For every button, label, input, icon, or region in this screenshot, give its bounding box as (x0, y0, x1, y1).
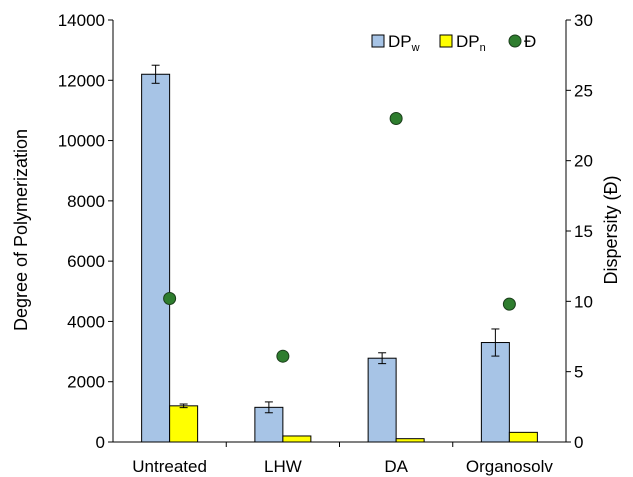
bar-DPw (480, 342, 510, 443)
legend-label-DPn: DPn (456, 32, 486, 54)
y-axis-title: Degree of Polymerization (11, 129, 31, 331)
bar-DPw (367, 357, 397, 443)
y-tick-label: 8000 (67, 192, 105, 211)
y2-axis-title: Dispersity (Đ) (601, 175, 621, 284)
y2-tick-label: 10 (574, 292, 593, 311)
legend-swatch-DPn (439, 34, 453, 48)
y-tick-label: 4000 (67, 312, 105, 331)
bar-DPn (169, 405, 199, 443)
point-dispersity (163, 292, 177, 306)
point-dispersity (389, 111, 403, 125)
bar-DPn (508, 431, 538, 443)
bar-DPn (282, 435, 312, 443)
point-dispersity (502, 297, 516, 311)
bar-DPw (141, 73, 171, 443)
x-tick-label: DA (384, 457, 408, 476)
y2-tick-label: 5 (574, 363, 583, 382)
legend: DPw DPn Đ (371, 32, 536, 54)
y-tick-label: 10000 (58, 132, 105, 151)
y-tick-label: 14000 (58, 11, 105, 30)
y2-tick-label: 30 (574, 11, 593, 30)
y-tick-label: 6000 (67, 252, 105, 271)
y-tick-label: 0 (96, 433, 105, 452)
bar-DPn (395, 438, 425, 443)
plot-area: 0 2000 4000 6000 8000 10000 12000 14000 0 5 10 15 20… (58, 11, 593, 476)
legend-swatch-Đ (508, 34, 522, 48)
y-tick-label: 12000 (58, 71, 105, 90)
y2-tick-label: 15 (574, 222, 593, 241)
legend-swatch-DPw (371, 34, 385, 48)
x-tick-label: Untreated (132, 457, 207, 476)
y-tick-label: 2000 (67, 373, 105, 392)
x-tick-label: LHW (264, 457, 302, 476)
legend-label-Đ: Đ (524, 32, 536, 51)
y2-tick-label: 20 (574, 152, 593, 171)
y2-tick-label: 0 (574, 433, 583, 452)
legend-label-DPw: DPw (388, 32, 420, 54)
y2-tick-label: 25 (574, 81, 593, 100)
x-tick-label: Organosolv (466, 457, 553, 476)
point-dispersity (276, 349, 290, 363)
